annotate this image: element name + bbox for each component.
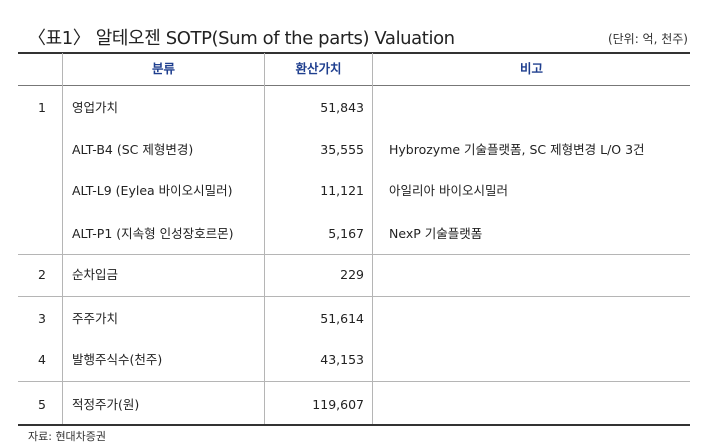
row-number: 2 bbox=[38, 267, 46, 282]
row-category: ALT-P1 (지속형 인성장호르몬) bbox=[72, 226, 234, 241]
table-top-rule bbox=[18, 52, 690, 54]
row-value: 5,167 bbox=[328, 226, 364, 241]
row-divider bbox=[18, 381, 690, 382]
row-value: 11,121 bbox=[320, 183, 364, 198]
row-number: 1 bbox=[38, 100, 46, 115]
row-note: Hybrozyme 기술플랫폼, SC 제형변경 L/O 3건 bbox=[389, 142, 645, 157]
column-divider bbox=[264, 53, 265, 424]
row-number: 4 bbox=[38, 352, 46, 367]
row-divider bbox=[18, 254, 690, 255]
row-category: 순차입금 bbox=[72, 267, 119, 282]
row-value: 51,614 bbox=[320, 311, 364, 326]
header-note: 비고 bbox=[519, 61, 543, 76]
row-value: 43,153 bbox=[320, 352, 364, 367]
row-category: ALT-L9 (Eylea 바이오시밀러) bbox=[72, 183, 233, 198]
header-rule bbox=[18, 85, 690, 86]
row-category: 발행주식수(천주) bbox=[72, 352, 163, 367]
row-category: 주주가치 bbox=[72, 311, 119, 326]
row-value: 51,843 bbox=[320, 100, 364, 115]
column-divider bbox=[62, 53, 63, 424]
column-divider bbox=[372, 53, 373, 424]
table-bottom-rule bbox=[18, 424, 690, 426]
row-note: 아일리아 바이오시밀러 bbox=[389, 183, 508, 198]
row-number: 5 bbox=[38, 397, 46, 412]
unit-label: (단위: 억, 천주) bbox=[607, 32, 688, 46]
row-divider bbox=[18, 296, 690, 297]
row-value: 35,555 bbox=[320, 142, 364, 157]
row-category: 영업가치 bbox=[72, 100, 119, 115]
row-value: 229 bbox=[340, 267, 364, 282]
row-number: 3 bbox=[38, 311, 46, 326]
header-category: 분류 bbox=[151, 61, 175, 76]
row-note: NexP 기술플랫폼 bbox=[389, 226, 483, 241]
table-title: 〈표1〉 알테오젠 SOTP(Sum of the parts) Valuati… bbox=[28, 28, 455, 49]
source-note: 자료: 현대차증권 bbox=[28, 430, 107, 443]
row-value: 119,607 bbox=[312, 397, 364, 412]
row-category: ALT-B4 (SC 제형변경) bbox=[72, 142, 194, 157]
header-value: 환산가치 bbox=[295, 61, 342, 76]
row-category: 적정주가(원) bbox=[72, 397, 140, 412]
